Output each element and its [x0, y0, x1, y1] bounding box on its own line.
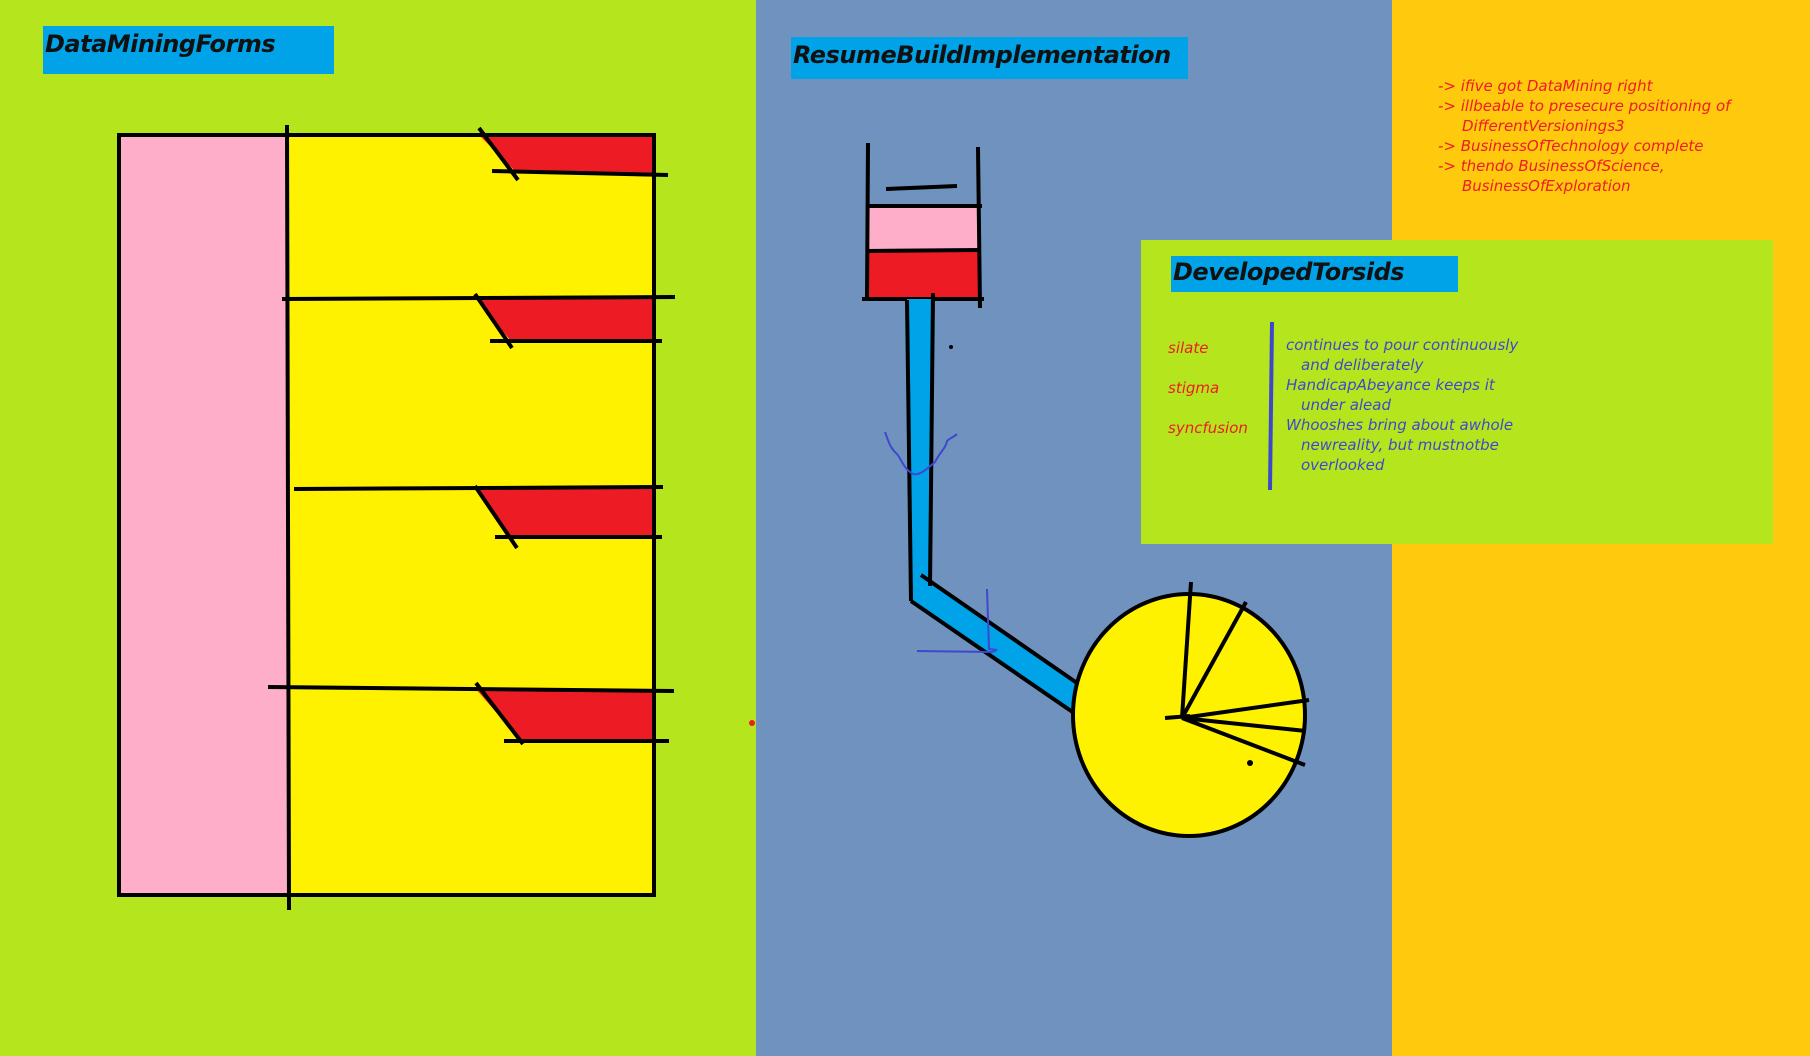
term-silate: silate	[1168, 339, 1209, 357]
tab-slant-4	[474, 681, 525, 746]
definition-silate: continues to pour continuously and delib…	[1286, 335, 1518, 375]
pipe-edge-upper	[919, 573, 1079, 685]
pipe-edge-left	[905, 299, 913, 602]
notes-list: -> ifive got DataMining right -> illbeab…	[1438, 76, 1730, 196]
title-resume-build-implementation: ResumeBuildImplementation	[791, 37, 1188, 79]
blue-scribble-2	[916, 588, 998, 654]
forms-outline	[117, 133, 656, 897]
red-tab-2	[475, 298, 654, 341]
pie-spoke-2	[1180, 601, 1248, 719]
note-line: -> ifive got DataMining right	[1438, 77, 1653, 95]
resume-build-diagram	[862, 142, 1079, 715]
data-mining-forms-diagram	[117, 124, 676, 911]
pipe-edge-lower	[909, 599, 1076, 715]
definition-line: under alead	[1301, 396, 1391, 414]
container-lid	[885, 184, 958, 191]
title-developed-torsids: DevelopedTorsids	[1171, 256, 1458, 292]
pink-column	[119, 135, 287, 895]
pink-layer	[866, 207, 980, 251]
note-line: -> illbeable to presecure positioning of	[1438, 97, 1731, 115]
forms-divider	[285, 124, 291, 911]
red-tab-1	[479, 135, 654, 174]
torsids-divider	[1268, 321, 1274, 491]
definition-line: and deliberately	[1301, 356, 1424, 374]
definition-line: overlooked	[1301, 456, 1385, 474]
definition-syncfusion: Whooshes bring about awhole newreality, …	[1286, 415, 1513, 475]
pie-spoke-6	[1164, 714, 1191, 720]
pie-spoke-1	[1180, 581, 1193, 719]
pie-spoke-3	[1181, 698, 1310, 720]
row-line-3	[267, 685, 675, 693]
pipe-edge-right	[928, 292, 935, 587]
ink-dot-1	[949, 345, 953, 349]
blue-scribble-1	[884, 431, 958, 476]
note-line: BusinessOfExploration	[1462, 177, 1631, 195]
ink-dot-2	[1247, 760, 1253, 766]
definition-line: HandicapAbeyance keeps it	[1286, 376, 1495, 394]
container-left-wall	[865, 142, 870, 301]
definition-line: newreality, but mustnotbe	[1301, 436, 1499, 454]
red-dot	[749, 720, 755, 726]
title-data-mining-forms: DataMiningForms	[43, 26, 334, 74]
note-line: -> BusinessOfTechnology complete	[1438, 137, 1704, 155]
definition-stigma: HandicapAbeyance keeps it under alead	[1286, 375, 1495, 415]
term-stigma: stigma	[1168, 379, 1220, 397]
definition-line: Whooshes bring about awhole	[1286, 416, 1514, 434]
note-line: -> thendo BusinessOfScience,	[1438, 157, 1665, 175]
red-tab-4	[476, 689, 654, 741]
pie-diagram	[1071, 581, 1310, 838]
pie-spoke-5	[1181, 716, 1306, 767]
term-syncfusion: syncfusion	[1168, 419, 1248, 437]
pie-spoke-4	[1181, 716, 1307, 733]
pipe	[907, 299, 1077, 713]
note-line: DifferentVersionings3	[1462, 117, 1625, 135]
container-line-2	[865, 248, 981, 253]
definition-line: continues to pour continuously	[1286, 336, 1519, 354]
tab-bottom-1	[491, 169, 669, 177]
container-right-wall	[976, 146, 982, 309]
red-tab-3	[475, 488, 654, 537]
red-layer	[866, 251, 980, 299]
